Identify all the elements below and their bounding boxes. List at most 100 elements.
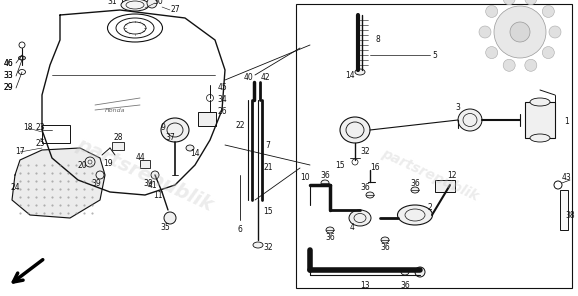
Text: 36: 36	[325, 232, 335, 242]
Text: 32: 32	[360, 147, 370, 157]
Text: 35: 35	[160, 223, 170, 232]
Ellipse shape	[326, 227, 334, 233]
Text: 7: 7	[265, 141, 271, 149]
Text: 1: 1	[565, 118, 569, 126]
Text: 8: 8	[376, 36, 380, 44]
Text: 22: 22	[235, 120, 244, 130]
Text: 23: 23	[35, 123, 45, 133]
Text: 13: 13	[360, 281, 370, 289]
Text: 33: 33	[3, 72, 13, 81]
Ellipse shape	[161, 118, 189, 142]
Text: 43: 43	[561, 173, 571, 183]
Text: 39: 39	[143, 178, 153, 187]
Circle shape	[151, 171, 159, 179]
Ellipse shape	[366, 192, 374, 198]
Text: 29: 29	[3, 83, 13, 92]
Text: 42: 42	[260, 73, 270, 83]
Ellipse shape	[415, 267, 425, 277]
Text: 21: 21	[263, 163, 273, 173]
Circle shape	[486, 5, 498, 17]
Text: 28: 28	[113, 133, 123, 142]
Text: 27: 27	[170, 6, 180, 15]
Text: 44: 44	[135, 152, 145, 162]
Text: 5: 5	[432, 51, 438, 59]
Text: 18: 18	[23, 123, 33, 133]
Text: 12: 12	[447, 170, 457, 179]
Text: partsrepublik: partsrepublik	[379, 146, 481, 204]
Ellipse shape	[401, 269, 409, 275]
Text: 17: 17	[15, 147, 25, 157]
Text: 15: 15	[263, 207, 273, 216]
Text: 4: 4	[350, 223, 354, 232]
Polygon shape	[12, 148, 105, 218]
Ellipse shape	[340, 117, 370, 143]
Text: 26: 26	[217, 107, 227, 117]
Text: 10: 10	[300, 173, 310, 183]
Circle shape	[549, 26, 561, 38]
Text: 2: 2	[428, 204, 432, 213]
Bar	[560, 190, 568, 230]
Circle shape	[147, 0, 157, 8]
Text: 14: 14	[345, 72, 355, 81]
Ellipse shape	[458, 109, 482, 131]
Bar	[42, 125, 70, 143]
Text: 46: 46	[3, 59, 13, 67]
Ellipse shape	[121, 0, 149, 11]
Bar	[112, 142, 124, 150]
Circle shape	[164, 212, 176, 224]
Bar	[296, 4, 572, 288]
Text: 39: 39	[91, 178, 101, 187]
Ellipse shape	[530, 98, 550, 106]
Text: 6: 6	[238, 226, 242, 234]
Bar	[525, 102, 555, 138]
Text: 40: 40	[243, 73, 253, 83]
Text: 34: 34	[217, 96, 227, 104]
Circle shape	[503, 0, 515, 5]
Text: 9: 9	[161, 123, 165, 131]
Bar	[140, 160, 150, 168]
Text: 36: 36	[360, 184, 370, 192]
Text: 16: 16	[370, 163, 380, 173]
Ellipse shape	[355, 69, 365, 75]
Text: 36: 36	[400, 281, 410, 289]
Circle shape	[542, 5, 554, 17]
Ellipse shape	[411, 187, 419, 193]
Text: 15: 15	[335, 160, 345, 170]
Text: 36: 36	[380, 244, 390, 252]
Bar	[435, 180, 455, 192]
Text: 32: 32	[263, 244, 273, 252]
Text: 11: 11	[153, 192, 163, 200]
Circle shape	[525, 59, 537, 71]
Text: 41: 41	[147, 181, 157, 191]
Circle shape	[85, 157, 95, 167]
Ellipse shape	[530, 134, 550, 142]
Circle shape	[96, 171, 104, 179]
Circle shape	[542, 46, 554, 59]
Ellipse shape	[186, 145, 194, 151]
Text: 30: 30	[153, 0, 163, 7]
Text: 29: 29	[3, 83, 13, 92]
Ellipse shape	[381, 237, 389, 243]
Circle shape	[486, 46, 498, 59]
Bar	[198, 112, 216, 126]
Text: 33: 33	[3, 72, 13, 81]
Text: 25: 25	[35, 139, 45, 147]
Ellipse shape	[321, 180, 329, 186]
Text: 20: 20	[77, 160, 87, 170]
Text: 36: 36	[410, 178, 420, 187]
Text: 19: 19	[103, 158, 113, 168]
Circle shape	[494, 6, 546, 58]
Text: 38: 38	[565, 210, 575, 220]
Text: 31: 31	[107, 0, 117, 7]
Circle shape	[525, 0, 537, 5]
Circle shape	[503, 59, 515, 71]
Ellipse shape	[253, 242, 263, 248]
Text: partsrepublik: partsrepublik	[73, 135, 216, 215]
Ellipse shape	[349, 210, 371, 226]
Text: 45: 45	[217, 83, 227, 92]
Text: Honda: Honda	[105, 107, 125, 112]
Text: 37: 37	[165, 133, 175, 142]
Text: 36: 36	[320, 170, 330, 179]
Text: 14: 14	[190, 149, 200, 157]
Text: 3: 3	[455, 104, 461, 112]
